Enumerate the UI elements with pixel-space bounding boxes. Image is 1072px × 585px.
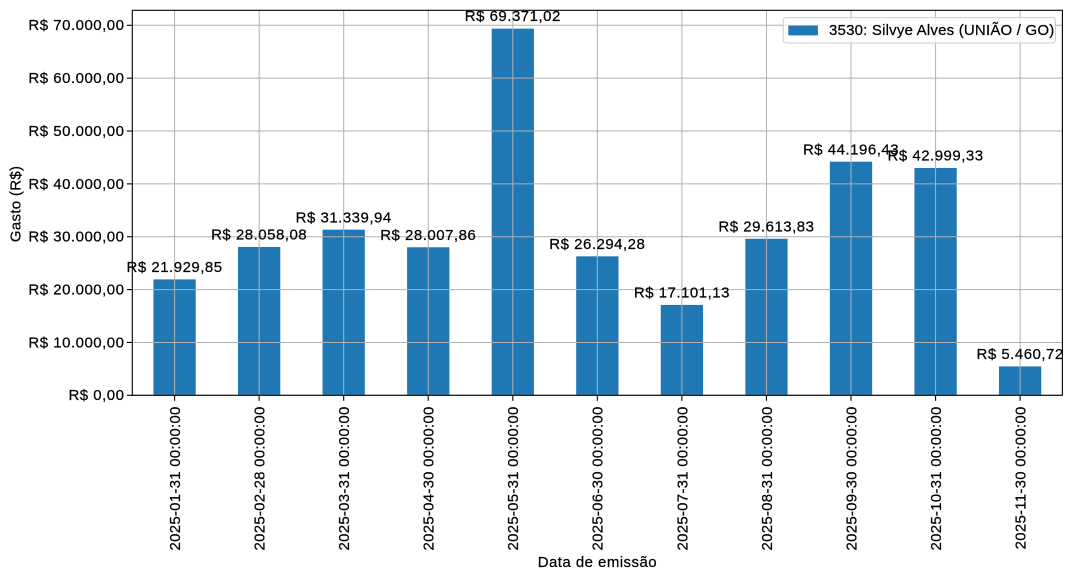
svg-text:2025-10-31 00:00:00: 2025-10-31 00:00:00 [928, 406, 945, 550]
svg-text:3530: Silvye Alves (UNIÃO / GO: 3530: Silvye Alves (UNIÃO / GO) [829, 22, 1054, 39]
svg-text:R$ 31.339,94: R$ 31.339,94 [296, 209, 392, 226]
svg-text:R$ 29.613,83: R$ 29.613,83 [718, 218, 814, 235]
svg-text:2025-04-30 00:00:00: 2025-04-30 00:00:00 [421, 406, 438, 550]
svg-text:2025-02-28 00:00:00: 2025-02-28 00:00:00 [252, 406, 269, 550]
svg-text:2025-06-30 00:00:00: 2025-06-30 00:00:00 [590, 406, 607, 550]
svg-text:R$ 0,00: R$ 0,00 [68, 387, 124, 404]
svg-text:2025-01-31 00:00:00: 2025-01-31 00:00:00 [167, 406, 184, 550]
svg-text:R$ 20.000,00: R$ 20.000,00 [28, 281, 124, 298]
svg-text:R$ 21.929,85: R$ 21.929,85 [127, 259, 223, 276]
svg-text:2025-07-31 00:00:00: 2025-07-31 00:00:00 [674, 406, 691, 550]
svg-text:R$ 17.101,13: R$ 17.101,13 [634, 285, 730, 302]
svg-text:Data de emissão: Data de emissão [538, 554, 657, 571]
svg-text:R$ 69.371,02: R$ 69.371,02 [465, 8, 561, 25]
svg-text:2025-11-30 00:00:00: 2025-11-30 00:00:00 [1013, 406, 1030, 549]
svg-text:2025-09-30 00:00:00: 2025-09-30 00:00:00 [843, 406, 860, 550]
svg-text:2025-03-31 00:00:00: 2025-03-31 00:00:00 [336, 406, 353, 550]
svg-text:R$ 28.007,86: R$ 28.007,86 [380, 227, 476, 244]
svg-text:R$ 42.999,33: R$ 42.999,33 [888, 148, 984, 165]
svg-text:R$ 30.000,00: R$ 30.000,00 [28, 229, 124, 246]
svg-text:R$ 50.000,00: R$ 50.000,00 [28, 123, 124, 140]
svg-text:R$ 5.460,72: R$ 5.460,72 [977, 346, 1064, 363]
svg-text:Gasto (R$): Gasto (R$) [8, 166, 25, 242]
svg-text:R$ 26.294,28: R$ 26.294,28 [549, 236, 645, 253]
svg-text:R$ 70.000,00: R$ 70.000,00 [28, 17, 124, 34]
svg-text:R$ 60.000,00: R$ 60.000,00 [28, 70, 124, 87]
svg-text:R$ 28.058,08: R$ 28.058,08 [211, 227, 307, 244]
svg-text:2025-08-31 00:00:00: 2025-08-31 00:00:00 [759, 406, 776, 550]
svg-text:R$ 40.000,00: R$ 40.000,00 [28, 176, 124, 193]
svg-text:R$ 10.000,00: R$ 10.000,00 [28, 334, 124, 351]
svg-text:2025-05-31 00:00:00: 2025-05-31 00:00:00 [505, 406, 522, 550]
svg-text:R$ 44.196,43: R$ 44.196,43 [803, 141, 899, 158]
